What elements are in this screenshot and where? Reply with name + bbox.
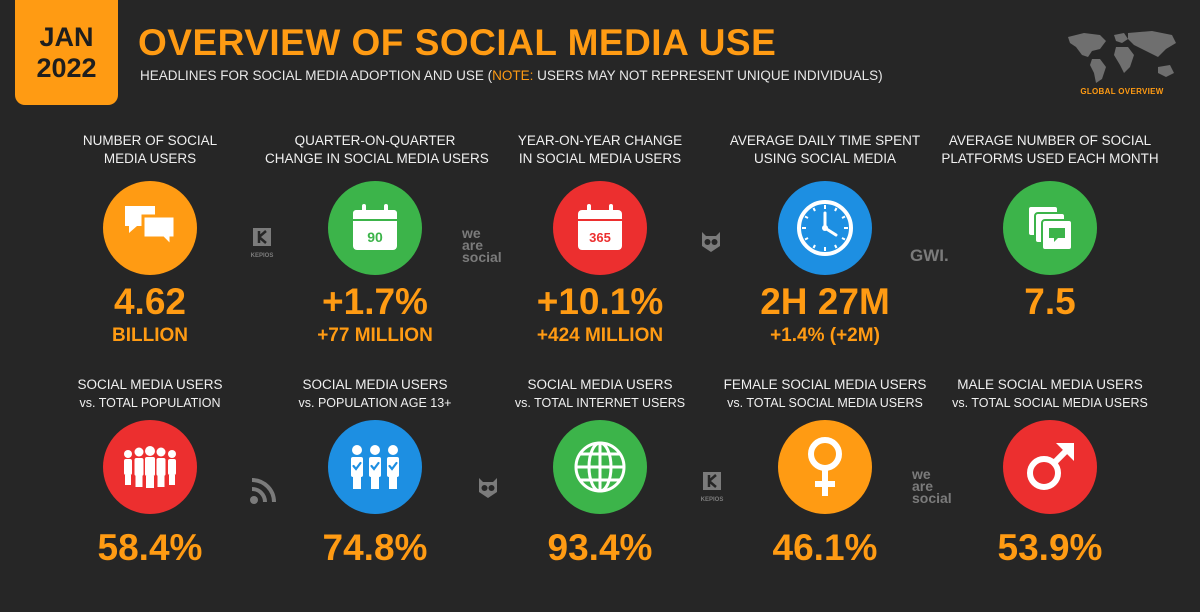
stat-label-line2: vs. POPULATION AGE 13+: [298, 396, 452, 410]
stat-label-line1: AVERAGE NUMBER OF SOCIAL: [948, 133, 1152, 148]
stat-label: AVERAGE DAILY TIME SPENT USING SOCIAL ME…: [715, 132, 935, 168]
stat-label: MALE SOCIAL MEDIA USERS vs. TOTAL SOCIAL…: [940, 376, 1160, 412]
stat-value: 7.5: [1024, 281, 1076, 322]
stat-value: 93.4%: [547, 527, 653, 568]
stat-label-line2: PLATFORMS USED EACH MONTH: [941, 151, 1159, 166]
section-label: GLOBAL OVERVIEW: [1080, 87, 1164, 96]
stat-label-line1: FEMALE SOCIAL MEDIA USERS: [723, 377, 927, 392]
stat-value: +10.1%: [536, 281, 664, 322]
date-badge: JAN 2022: [15, 0, 118, 105]
stat-card-social-users: NUMBER OF SOCIAL MEDIA USERS 4.62 BILLIO…: [40, 132, 260, 352]
stat-label: SOCIAL MEDIA USERS vs. TOTAL INTERNET US…: [490, 376, 710, 412]
stat-value: 74.8%: [322, 527, 428, 568]
stat-label: SOCIAL MEDIA USERS vs. TOTAL POPULATION: [40, 376, 260, 412]
kepios-wordmark: KEPIOS: [250, 253, 274, 259]
stat-label-line1: SOCIAL MEDIA USERS: [302, 377, 448, 392]
stat-label-line2: USING SOCIAL MEDIA: [753, 151, 897, 166]
people-check-icon: [328, 420, 422, 514]
we-are-social-line2: are: [462, 237, 484, 253]
male-symbol-icon: [1003, 420, 1097, 514]
kepios-wordmark: KEPIOS: [700, 497, 724, 503]
stat-label: SOCIAL MEDIA USERS vs. POPULATION AGE 13…: [265, 376, 485, 412]
datareportal-logo: [248, 474, 280, 511]
stat-label-line1: AVERAGE DAILY TIME SPENT: [729, 133, 921, 148]
subtitle-text-end: USERS MAY NOT REPRESENT UNIQUE INDIVIDUA…: [533, 68, 883, 83]
calendar-day-number: 90: [367, 229, 383, 245]
people-icon: [103, 420, 197, 514]
chat-bubbles-icon: [103, 181, 197, 275]
female-symbol-icon: [778, 420, 872, 514]
page-subtitle: HEADLINES FOR SOCIAL MEDIA ADOPTION AND …: [140, 68, 883, 83]
stat-label-line1: YEAR-ON-YEAR CHANGE: [517, 133, 683, 148]
stat-label-line2: vs. TOTAL POPULATION: [79, 396, 221, 410]
stat-label: FEMALE SOCIAL MEDIA USERS vs. TOTAL SOCI…: [715, 376, 935, 412]
we-are-social-line1: we: [912, 466, 931, 482]
stat-card-vs-population: SOCIAL MEDIA USERS vs. TOTAL POPULATION …: [40, 376, 260, 576]
kepios-logo-bottom: KEPIOS: [697, 470, 727, 504]
stat-card-yoy-change: YEAR-ON-YEAR CHANGE IN SOCIAL MEDIA USER…: [490, 132, 710, 352]
stat-card-daily-time: AVERAGE DAILY TIME SPENT USING SOCIAL ME…: [715, 132, 935, 352]
stat-label-line2: MEDIA USERS: [103, 151, 197, 166]
hootsuite-logo-bottom: [475, 474, 501, 505]
stat-card-qoq-change: QUARTER-ON-QUARTER CHANGE IN SOCIAL MEDI…: [265, 132, 489, 352]
stat-value: 46.1%: [772, 527, 878, 568]
stat-label-line2: vs. TOTAL SOCIAL MEDIA USERS: [727, 396, 923, 410]
stat-subvalue: BILLION: [112, 325, 188, 346]
we-are-social-line3: social: [462, 249, 502, 265]
stat-label-line2: CHANGE IN SOCIAL MEDIA USERS: [265, 151, 489, 166]
stat-label-line2: vs. TOTAL SOCIAL MEDIA USERS: [952, 396, 1148, 410]
stat-label-line1: MALE SOCIAL MEDIA USERS: [957, 377, 1143, 392]
datareportal-icon: [250, 478, 276, 504]
stat-label: AVERAGE NUMBER OF SOCIAL PLATFORMS USED …: [940, 132, 1160, 168]
subtitle-note: NOTE:: [492, 68, 534, 83]
we-are-social-line1: we: [462, 225, 481, 241]
stat-card-female-users: FEMALE SOCIAL MEDIA USERS vs. TOTAL SOCI…: [715, 376, 935, 576]
kepios-logo: KEPIOS: [247, 226, 277, 260]
calendar-day-number: 365: [589, 230, 611, 245]
kepios-mark-icon: [703, 472, 721, 490]
we-are-social-logo-bottom: we are social: [912, 466, 952, 506]
stat-label-line1: NUMBER OF SOCIAL: [82, 133, 218, 148]
stat-card-vs-age-13: SOCIAL MEDIA USERS vs. POPULATION AGE 13…: [265, 376, 485, 576]
badge-month: JAN: [39, 21, 94, 52]
we-are-social-line2: are: [912, 478, 934, 494]
stat-card-vs-internet-users: SOCIAL MEDIA USERS vs. TOTAL INTERNET US…: [490, 376, 710, 576]
stat-card-male-users: MALE SOCIAL MEDIA USERS vs. TOTAL SOCIAL…: [940, 376, 1160, 576]
owl-icon: [702, 232, 720, 252]
page-title: OVERVIEW OF SOCIAL MEDIA USE: [138, 22, 777, 63]
stat-value: 58.4%: [97, 527, 203, 568]
clock-icon: [778, 181, 872, 275]
gwi-logo: GWI.: [910, 246, 949, 265]
stat-subvalue: +424 MILLION: [536, 325, 664, 346]
stat-value: +1.7%: [322, 281, 428, 322]
stat-subvalue: +1.4% (+2M): [770, 325, 880, 346]
calendar-icon: 365: [553, 181, 647, 275]
stat-label-line1: QUARTER-ON-QUARTER: [294, 133, 456, 148]
globe-icon: [553, 420, 647, 514]
stat-subvalue: +77 MILLION: [317, 325, 433, 346]
hootsuite-logo: [698, 228, 724, 259]
stat-label: YEAR-ON-YEAR CHANGE IN SOCIAL MEDIA USER…: [490, 132, 710, 168]
stat-card-platforms: AVERAGE NUMBER OF SOCIAL PLATFORMS USED …: [940, 132, 1160, 352]
stat-label-line1: SOCIAL MEDIA USERS: [527, 377, 673, 392]
stat-value: 2H 27M: [760, 281, 890, 322]
stat-label-line1: SOCIAL MEDIA USERS: [77, 377, 223, 392]
stat-label-line2: vs. TOTAL INTERNET USERS: [514, 396, 686, 410]
world-map-icon: [1068, 31, 1176, 83]
kepios-mark-icon: [253, 228, 271, 246]
stat-label-line2: IN SOCIAL MEDIA USERS: [518, 151, 682, 166]
owl-icon: [479, 478, 497, 498]
calendar-icon: 90: [328, 181, 422, 275]
subtitle-text-start: HEADLINES FOR SOCIAL MEDIA ADOPTION AND …: [140, 68, 493, 83]
stat-label: NUMBER OF SOCIAL MEDIA USERS: [40, 132, 260, 168]
stat-label: QUARTER-ON-QUARTER CHANGE IN SOCIAL MEDI…: [265, 132, 489, 168]
badge-year: 2022: [36, 52, 97, 83]
stat-value: 53.9%: [997, 527, 1103, 568]
stat-value: 4.62: [113, 281, 186, 322]
we-are-social-line3: social: [912, 490, 952, 506]
stacked-windows-icon: [1003, 181, 1097, 275]
we-are-social-logo: we are social: [462, 225, 502, 265]
